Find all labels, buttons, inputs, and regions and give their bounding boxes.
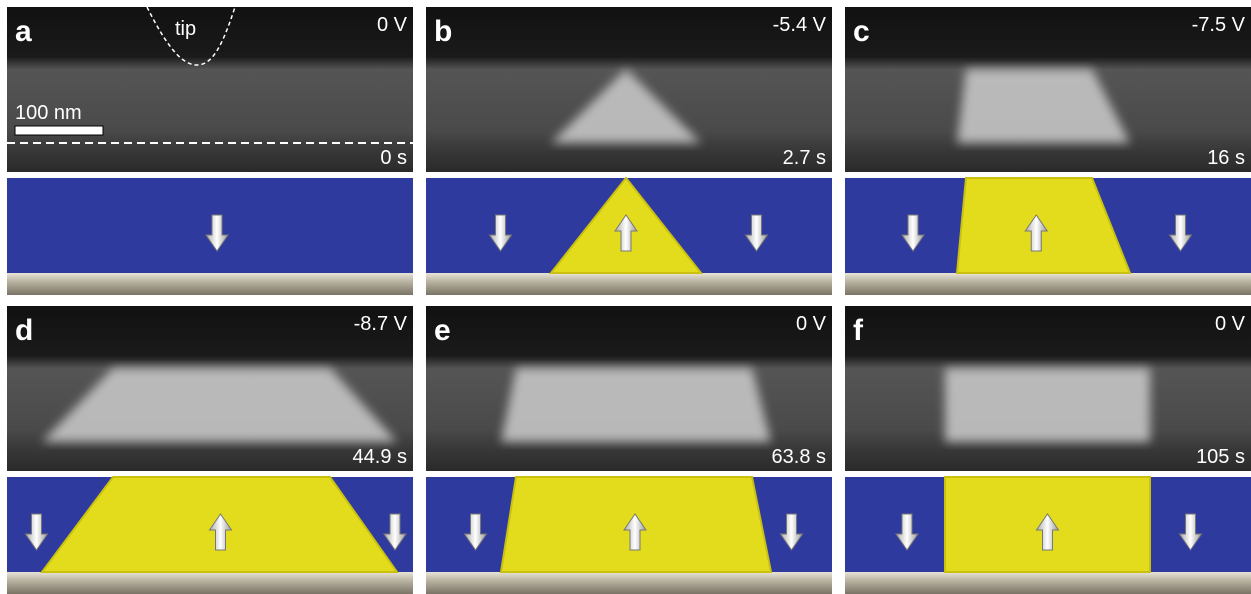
panel-label: f (853, 314, 864, 347)
panel-label: e (434, 314, 451, 347)
substrate (845, 572, 1251, 594)
panel-label: a (15, 15, 32, 48)
panel: a 0 V 0 s tip 100 nm (7, 7, 413, 295)
time: 105 s (1196, 446, 1245, 468)
schematic (845, 477, 1251, 594)
schematic (845, 178, 1251, 295)
micrograph (7, 7, 413, 172)
panel: b -5.4 V 2.7 s (426, 7, 832, 295)
panel-label: d (15, 314, 33, 347)
voltage: 0 V (1215, 313, 1246, 335)
voltage: 0 V (796, 313, 827, 335)
bright-domain (945, 368, 1150, 442)
panel: e 0 V 63.8 s (426, 306, 832, 594)
substrate (426, 572, 832, 594)
schematic (7, 178, 413, 295)
substrate (7, 572, 413, 594)
time: 0 s (380, 147, 407, 169)
substrate (845, 273, 1251, 295)
panel: d -8.7 V 44.9 s (7, 306, 413, 594)
figure: a 0 V 0 s tip 100 nm b -5.4 V 2.7 s c -7.5 V 16 s d… (0, 0, 1251, 594)
substrate (7, 273, 413, 295)
panel-label: c (853, 15, 870, 48)
voltage: 0 V (377, 14, 408, 36)
voltage: -7.5 V (1192, 14, 1246, 36)
panel-label: b (434, 15, 452, 48)
scale-bar-label: 100 nm (15, 102, 82, 124)
panel: c -7.5 V 16 s (845, 7, 1251, 295)
schematic (7, 477, 413, 594)
voltage: -5.4 V (773, 14, 827, 36)
time: 16 s (1207, 147, 1245, 169)
schematic (426, 477, 832, 594)
bright-domain (501, 368, 771, 442)
time: 2.7 s (783, 147, 826, 169)
tip-label: tip (175, 18, 196, 40)
time: 63.8 s (772, 446, 826, 468)
time: 44.9 s (353, 446, 407, 468)
schematic (426, 178, 832, 295)
scale-bar (15, 126, 103, 135)
voltage: -8.7 V (354, 313, 408, 335)
substrate (426, 273, 832, 295)
down-domain (7, 178, 413, 273)
panel: f 0 V 105 s (845, 306, 1251, 594)
